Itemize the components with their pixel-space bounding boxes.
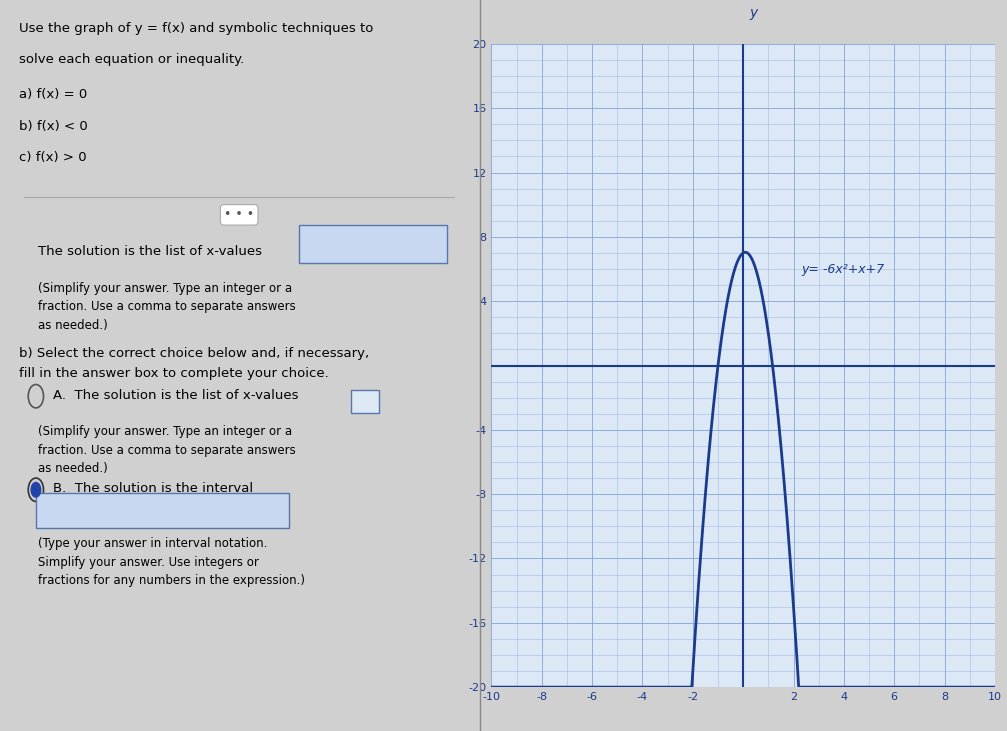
Text: solve each equation or inequality.: solve each equation or inequality. <box>19 53 245 67</box>
Text: B.  The solution is the interval: B. The solution is the interval <box>52 482 253 496</box>
Text: A.  The solution is the list of x-values: A. The solution is the list of x-values <box>52 389 298 402</box>
Text: fractions for any numbers in the expression.): fractions for any numbers in the express… <box>38 574 305 587</box>
Text: b) Select the correct choice below and, if necessary,: b) Select the correct choice below and, … <box>19 347 370 360</box>
FancyBboxPatch shape <box>350 390 379 413</box>
Text: y= -6x²+x+7: y= -6x²+x+7 <box>802 262 884 276</box>
Text: as needed.): as needed.) <box>38 319 108 332</box>
Text: fraction. Use a comma to separate answers: fraction. Use a comma to separate answer… <box>38 300 296 314</box>
Text: fraction. Use a comma to separate answers: fraction. Use a comma to separate answer… <box>38 444 296 457</box>
FancyBboxPatch shape <box>36 493 289 528</box>
Text: −1: −1 <box>359 234 378 247</box>
Circle shape <box>31 482 40 497</box>
Text: (−∞, −1)∪(1, ∞): (−∞, −1)∪(1, ∞) <box>109 504 217 517</box>
Text: b) f(x) < 0: b) f(x) < 0 <box>19 120 88 133</box>
Text: y: y <box>749 6 757 20</box>
Text: Use the graph of y = f(x) and symbolic techniques to: Use the graph of y = f(x) and symbolic t… <box>19 22 374 35</box>
Text: −1: −1 <box>317 226 333 236</box>
Text: Simplify your answer. Use integers or: Simplify your answer. Use integers or <box>38 556 259 569</box>
Text: The solution is the list of x-values: The solution is the list of x-values <box>38 245 262 258</box>
Text: • • •: • • • <box>225 208 254 221</box>
Text: a) f(x) = 0: a) f(x) = 0 <box>19 88 88 102</box>
Text: (Type your answer in interval notation.: (Type your answer in interval notation. <box>38 537 268 550</box>
Text: (Simplify your answer. Type an integer or a: (Simplify your answer. Type an integer o… <box>38 282 292 295</box>
Text: (Simplify your answer. Type an integer or a: (Simplify your answer. Type an integer o… <box>38 425 292 439</box>
Text: c) f(x) > 0: c) f(x) > 0 <box>19 151 87 164</box>
Text: 6: 6 <box>322 243 328 253</box>
Text: as needed.): as needed.) <box>38 462 108 475</box>
Text: .: . <box>429 234 432 247</box>
Text: ,: , <box>342 234 346 247</box>
Text: fill in the answer box to complete your choice.: fill in the answer box to complete your … <box>19 367 329 380</box>
FancyBboxPatch shape <box>299 225 447 263</box>
